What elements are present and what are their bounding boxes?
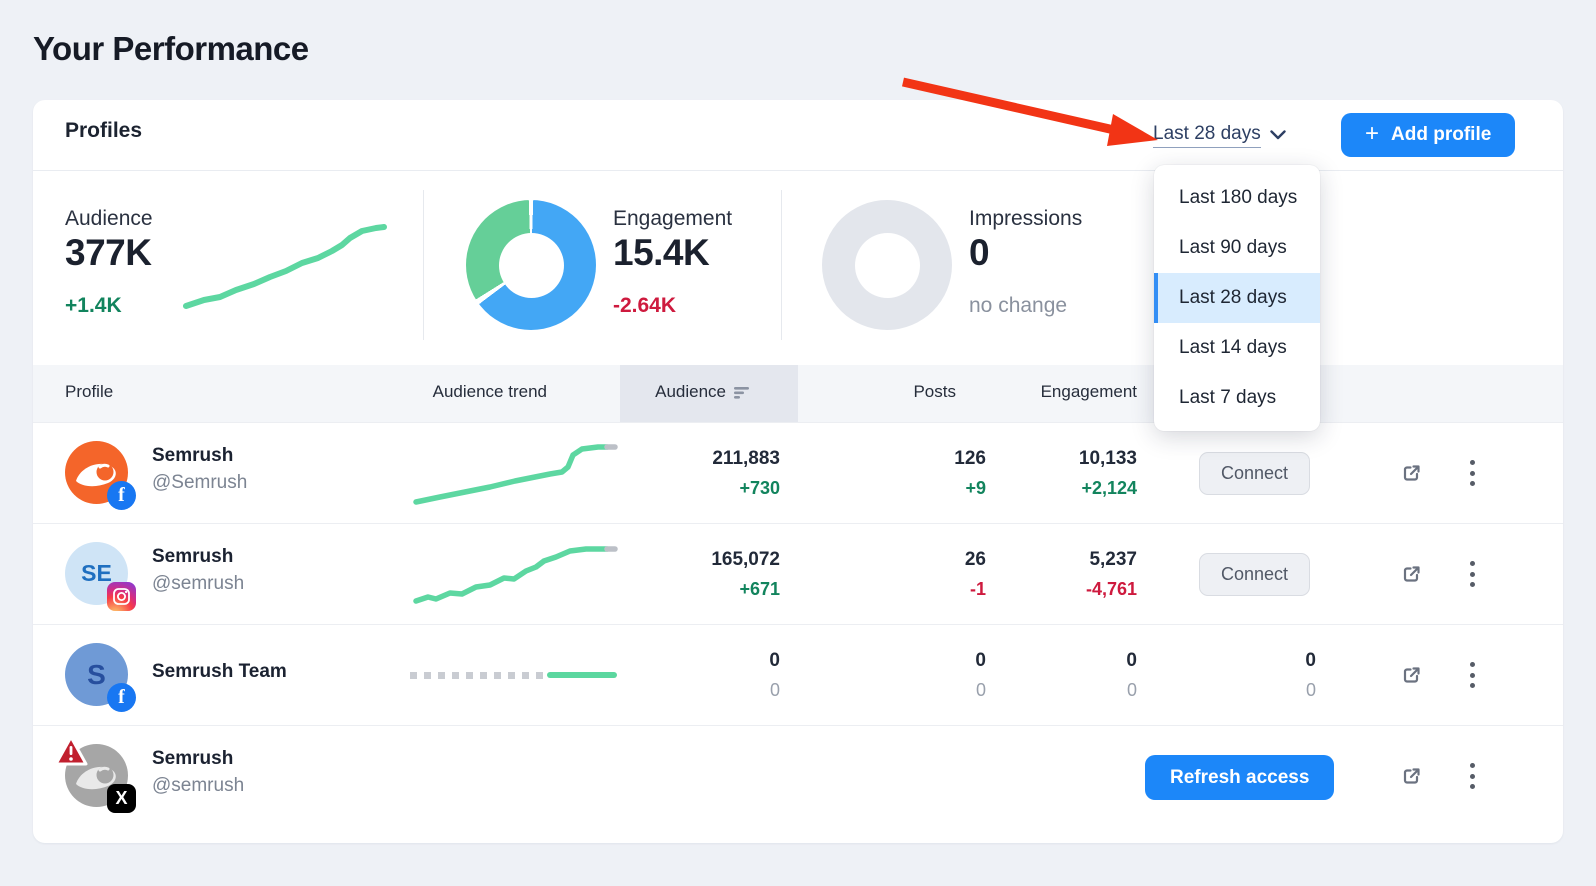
audience-value: 211,883 xyxy=(712,448,780,469)
audience-trend-dotted xyxy=(410,672,547,679)
facebook-badge-icon: f xyxy=(107,481,136,510)
connect-button[interactable]: Connect xyxy=(1199,452,1311,495)
impressions-stat-label: Impressions xyxy=(969,207,1083,230)
table-header: Profile Audience trend Audience Posts En… xyxy=(33,365,1563,422)
profile-handle: @Semrush xyxy=(152,472,248,493)
posts-value: 26 xyxy=(964,549,986,570)
audience-trend-sparkline xyxy=(413,546,618,604)
kebab-menu-icon[interactable] xyxy=(1470,763,1476,789)
posts-delta: +9 xyxy=(965,478,986,498)
panel-header: Profiles Last 28 days + Add profile xyxy=(33,100,1563,171)
posts-delta: -1 xyxy=(969,579,986,599)
stats-strip: Audience 377K +1.4K Engagement 15.4K -2.… xyxy=(33,170,1563,365)
engagement-donut-chart xyxy=(466,200,596,330)
audience-delta: 0 xyxy=(769,680,780,700)
impressions-stat-value: 0 xyxy=(969,232,990,273)
kebab-menu-icon[interactable] xyxy=(1470,460,1476,486)
audience-value: 165,072 xyxy=(711,549,780,570)
menu-item-last-28-days[interactable]: Last 28 days xyxy=(1154,273,1320,323)
profile-name[interactable]: Semrush xyxy=(152,546,234,567)
menu-item-last-90-days[interactable]: Last 90 days xyxy=(1179,237,1287,258)
engagement-delta: 0 xyxy=(1126,680,1137,700)
engagement-delta: +2,124 xyxy=(1081,478,1137,498)
external-link-icon[interactable] xyxy=(1401,664,1423,686)
profile-name[interactable]: Semrush Team xyxy=(152,661,287,682)
kebab-menu-icon[interactable] xyxy=(1470,561,1476,587)
audience-trend-sparkline xyxy=(183,224,387,309)
posts-value: 0 xyxy=(975,650,986,671)
external-link-icon[interactable] xyxy=(1401,462,1423,484)
profile-handle: @semrush xyxy=(152,775,245,796)
impressions-value: 0 xyxy=(1305,650,1316,671)
audience-delta: +730 xyxy=(739,478,780,498)
avatar: SE xyxy=(65,542,136,611)
engagement-value: 10,133 xyxy=(1078,448,1137,469)
engagement-value: 5,237 xyxy=(1089,549,1137,570)
column-header-posts[interactable]: Posts xyxy=(913,382,956,401)
avatar: f xyxy=(65,441,136,510)
sorted-column-highlight xyxy=(620,365,798,422)
profile-row-semrush-x: X Semrush @semrush Refresh access xyxy=(33,725,1563,830)
audience-trend-flat xyxy=(547,672,617,678)
add-profile-button[interactable]: + Add profile xyxy=(1341,113,1516,157)
menu-item-last-180-days[interactable]: Last 180 days xyxy=(1179,187,1298,208)
page-title: Your Performance xyxy=(33,30,309,67)
stats-divider xyxy=(423,190,424,340)
date-range-selected-label: Last 28 days xyxy=(1153,123,1261,148)
audience-stat-value: 377K xyxy=(65,232,152,273)
audience-delta: +671 xyxy=(739,579,780,599)
avatar: S f xyxy=(65,643,136,712)
connect-button[interactable]: Connect xyxy=(1199,553,1311,596)
plus-icon: + xyxy=(1365,120,1380,147)
profile-handle: @semrush xyxy=(152,573,245,594)
impressions-delta: 0 xyxy=(1305,680,1316,700)
profile-row-semrush-facebook: f Semrush @Semrush 211,883 +730 126 +9 10,… xyxy=(33,422,1563,524)
external-link-icon[interactable] xyxy=(1401,765,1423,787)
kebab-menu-icon[interactable] xyxy=(1470,662,1476,688)
instagram-badge-icon xyxy=(107,582,136,611)
add-profile-label: Add profile xyxy=(1391,124,1492,145)
refresh-access-button[interactable]: Refresh access xyxy=(1145,755,1335,800)
engagement-stat-delta: -2.64K xyxy=(613,294,677,317)
menu-item-last-7-days[interactable]: Last 7 days xyxy=(1179,387,1277,408)
profiles-panel: Profiles Last 28 days + Add profile Audi… xyxy=(33,100,1563,843)
column-header-audience-trend[interactable]: Audience trend xyxy=(432,382,547,401)
column-header-audience[interactable]: Audience xyxy=(630,382,750,404)
impressions-donut-chart xyxy=(822,200,952,330)
menu-item-last-14-days[interactable]: Last 14 days xyxy=(1179,337,1287,358)
stats-divider xyxy=(781,190,782,340)
semrush-logo-icon xyxy=(75,463,116,486)
chevron-down-icon xyxy=(1270,130,1286,140)
warning-triangle-icon xyxy=(54,735,88,766)
audience-trend-sparkline xyxy=(413,444,618,505)
date-range-dropdown[interactable]: Last 28 days xyxy=(1153,119,1286,151)
avatar-initial: S xyxy=(87,658,106,690)
engagement-stat-value: 15.4K xyxy=(613,232,710,273)
avatar: X xyxy=(54,735,136,813)
posts-delta: 0 xyxy=(975,680,986,700)
impressions-stat-delta: no change xyxy=(969,294,1068,317)
profile-name[interactable]: Semrush xyxy=(152,445,234,466)
posts-value: 126 xyxy=(954,448,986,469)
audience-value: 0 xyxy=(769,650,780,671)
engagement-value: 0 xyxy=(1126,650,1137,671)
profile-name[interactable]: Semrush xyxy=(152,748,234,769)
profile-row-semrush-instagram: SE Semrush @semrush 165,072 +671 26 -1 5,2… xyxy=(33,523,1563,625)
column-header-profile[interactable]: Profile xyxy=(65,382,114,401)
audience-stat-delta: +1.4K xyxy=(65,294,122,317)
profile-row-semrush-team: S f Semrush Team 0 0 0 0 0 0 0 0 xyxy=(33,624,1563,726)
facebook-badge-icon: f xyxy=(107,683,136,712)
external-link-icon[interactable] xyxy=(1401,563,1423,585)
date-range-menu: Last 180 days Last 90 days Last 28 days … xyxy=(1154,165,1320,431)
sort-descending-icon xyxy=(734,384,750,404)
audience-stat-label: Audience xyxy=(65,207,153,230)
panel-title: Profiles xyxy=(65,119,143,142)
semrush-logo-gray-icon xyxy=(75,766,116,789)
column-header-engagement[interactable]: Engagement xyxy=(1040,382,1137,401)
avatar-initials: SE xyxy=(81,560,112,586)
engagement-stat-label: Engagement xyxy=(613,207,733,230)
x-twitter-badge-icon: X xyxy=(107,784,136,813)
engagement-delta: -4,761 xyxy=(1085,579,1137,599)
